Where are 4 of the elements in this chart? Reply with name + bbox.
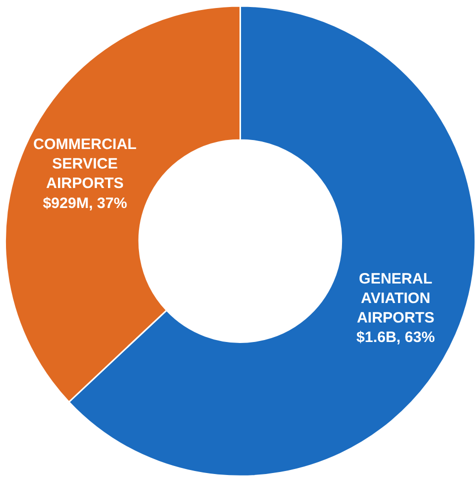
data-label: $929M, 37% [42,194,128,212]
data-label: $1.6B, 63% [356,329,435,346]
slice-label: GENERAL AVIATION AIRPORTS [356,270,434,326]
slice-label: COMMERCIAL SERVICE AIRPORTS [33,136,137,192]
